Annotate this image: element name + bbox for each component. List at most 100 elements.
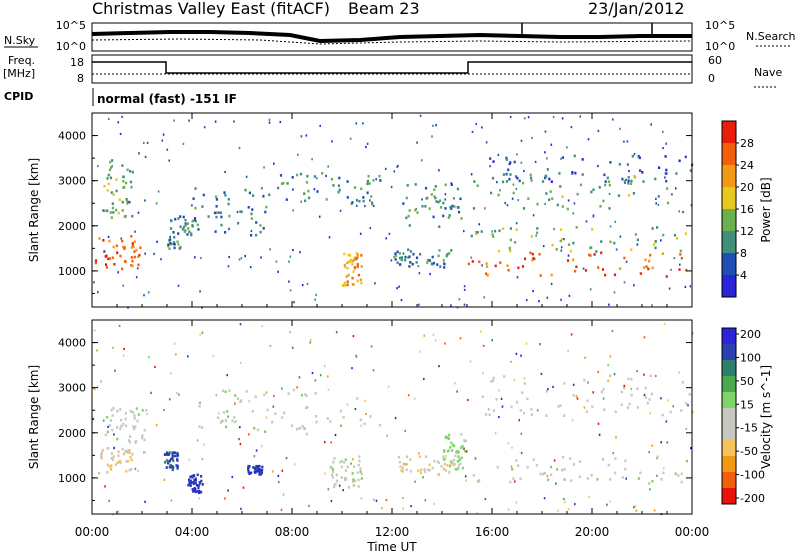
power-cell [295, 173, 299, 177]
power-cell [371, 202, 374, 206]
velocity-cell [346, 403, 349, 406]
power-cell [645, 265, 648, 268]
power-cell [315, 293, 317, 297]
velocity-cell [643, 373, 645, 376]
power-cell [292, 248, 294, 252]
power-cell [476, 231, 479, 234]
power-cell [356, 265, 359, 268]
velocity-cell [196, 473, 199, 477]
velocity-cell [597, 370, 600, 374]
velocity-cell [115, 426, 119, 429]
power-cell [661, 252, 664, 255]
velocity-cell [511, 446, 513, 449]
velocity-cell [117, 510, 120, 513]
power-cell [598, 186, 601, 189]
power-cell [536, 227, 539, 230]
power-cell [94, 261, 97, 265]
power-cell [186, 233, 189, 236]
velocity-cell [513, 379, 516, 382]
power-cell [617, 194, 620, 197]
power-cell [288, 280, 290, 283]
power-cell [353, 256, 356, 259]
velocity-cell [109, 419, 113, 422]
velocity-cell [518, 419, 520, 422]
nave-tick-high: 60 [708, 54, 722, 67]
power-cell [509, 115, 512, 119]
power-cell [561, 117, 564, 120]
power-cell [652, 243, 656, 246]
power-cell [438, 225, 441, 228]
velocity-cell [472, 474, 475, 477]
velocity-cell [572, 394, 575, 397]
velocity-cell [116, 437, 119, 441]
power-cell [124, 260, 127, 263]
velocity-cell [575, 395, 578, 398]
velocity-cell [333, 482, 337, 486]
velocity-cell [119, 461, 122, 465]
power-cell [367, 174, 370, 178]
power-cell [193, 217, 197, 220]
power-cell [432, 215, 435, 219]
power-cell [347, 253, 350, 257]
power-cell [523, 169, 525, 173]
power-cell [407, 214, 410, 218]
power-cell [460, 217, 463, 220]
power-cell [673, 233, 677, 237]
power-cell [560, 157, 562, 160]
velocity-cell [457, 467, 460, 470]
velocity-cell [264, 430, 267, 433]
velocity-cell [464, 449, 467, 453]
power-cell [470, 173, 473, 176]
power-cell [117, 121, 120, 124]
power-cell [641, 171, 644, 174]
power-cell [119, 132, 122, 136]
power-cell [532, 214, 535, 217]
power-cell [305, 134, 308, 137]
velocity-cell [127, 451, 130, 454]
power-cell [526, 299, 528, 302]
power-cell [415, 207, 417, 210]
power-cell [345, 275, 348, 278]
velocity-cell [165, 451, 169, 454]
power-cell [463, 285, 466, 288]
velocity-cell [106, 471, 109, 474]
power-cell [662, 130, 664, 133]
power-cell [546, 296, 549, 299]
velocity-cell [196, 490, 199, 493]
power-cell [128, 200, 131, 204]
power-cell [476, 184, 479, 187]
power-cell [602, 199, 605, 203]
power-cell [471, 260, 474, 263]
power-cell [299, 251, 301, 254]
power-cell [566, 146, 568, 149]
velocity-cell [189, 475, 192, 479]
velocity-cell [405, 468, 408, 472]
power-cell [351, 201, 354, 204]
power-cell [160, 258, 162, 261]
velocity-cell [400, 469, 403, 472]
power-cell [624, 181, 626, 184]
power-cell [106, 189, 109, 192]
power-cell [507, 168, 510, 172]
power-cell [412, 252, 415, 256]
power-cell [131, 264, 134, 268]
power-cell [531, 258, 534, 262]
power-cell [130, 256, 133, 259]
velocity-cell [272, 470, 274, 473]
power-cell [105, 266, 108, 269]
power-cell [268, 193, 271, 197]
velocity-cell [360, 497, 363, 500]
velocity-cell [637, 477, 641, 480]
power-cell [679, 263, 681, 266]
power-cell [414, 208, 417, 212]
velocity-cell [564, 501, 566, 504]
power-cell [550, 143, 553, 146]
power-cell [516, 153, 518, 156]
velocity-cell [627, 377, 630, 381]
power-cell [398, 285, 400, 288]
velocity-cell [563, 498, 565, 501]
power-cell [489, 165, 491, 168]
velocity-cell [327, 488, 330, 491]
velocity-cell [358, 455, 361, 458]
velocity-cell [450, 460, 453, 463]
